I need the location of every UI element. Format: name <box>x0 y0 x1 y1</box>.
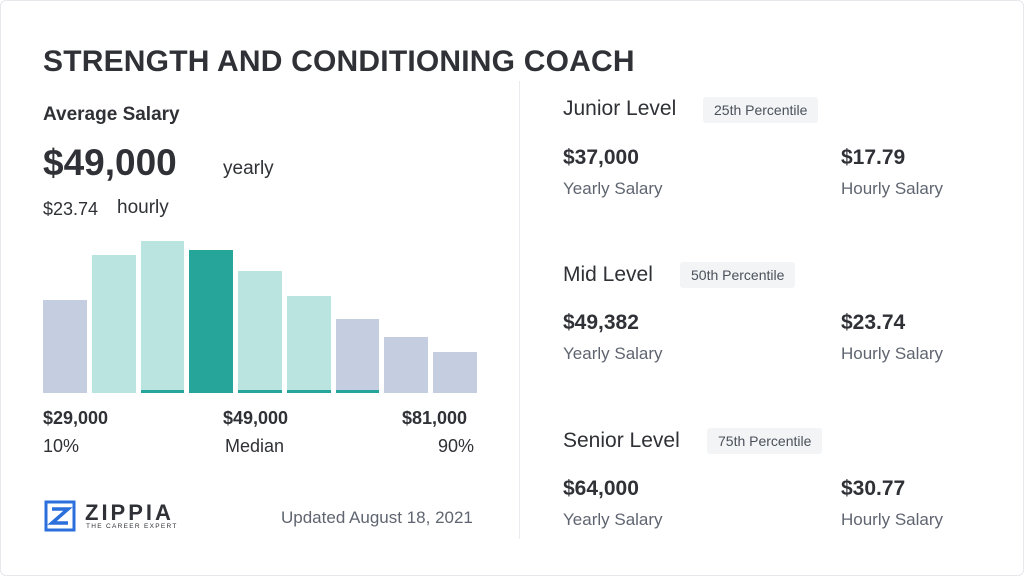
average-salary-label: Average Salary <box>43 104 180 125</box>
junior-yearly-salary: $37,000 <box>563 146 639 169</box>
histogram-bar <box>189 250 234 393</box>
histogram-bar-underline <box>140 390 185 393</box>
junior-yearly-label: Yearly Salary <box>563 179 663 198</box>
brand-tagline: THE CAREER EXPERT <box>86 523 178 530</box>
histogram-bar <box>43 300 87 393</box>
histogram-bar-underline <box>286 390 331 393</box>
histogram-bar <box>140 241 185 393</box>
senior-hourly-label: Hourly Salary <box>841 510 944 529</box>
page-title: STRENGTH AND CONDITIONING COACH <box>43 45 635 78</box>
junior-percentile-badge: 25th Percentile <box>703 97 819 123</box>
junior-hourly-label: Hourly Salary <box>841 179 944 198</box>
histogram-bar <box>238 271 282 393</box>
senior-percentile-badge: 75th Percentile <box>707 428 823 454</box>
column-divider <box>519 81 520 539</box>
mid-yearly-label: Yearly Salary <box>563 344 663 363</box>
zippia-z-logo-icon <box>44 500 76 532</box>
average-yearly-unit: yearly <box>223 158 274 179</box>
mid-hourly-salary: $23.74 <box>841 311 906 334</box>
senior-hourly-salary: $30.77 <box>841 477 906 500</box>
average-yearly-salary: $49,000 <box>43 142 177 183</box>
mid-yearly-salary: $49,382 <box>563 311 639 334</box>
histogram-bar <box>335 318 380 393</box>
updated-date: Updated August 18, 2021 <box>281 508 473 527</box>
scale-median-label: Median <box>225 436 285 456</box>
average-hourly-salary: $23.74 <box>43 199 99 219</box>
senior-yearly-label: Yearly Salary <box>563 510 663 529</box>
histogram-bar-underline <box>238 390 282 393</box>
scale-low-label: 10% <box>43 436 80 456</box>
histogram-bar <box>384 336 429 393</box>
senior-yearly-salary: $64,000 <box>563 477 639 500</box>
mid-level-title: Mid Level <box>563 263 653 286</box>
mid-hourly-label: Hourly Salary <box>841 344 944 363</box>
junior-level-title: Junior Level <box>563 97 677 120</box>
histogram-bar-underline <box>335 390 380 393</box>
scale-low-value: $29,000 <box>43 408 109 428</box>
scale-median-value: $49,000 <box>223 408 289 428</box>
mid-percentile-badge: 50th Percentile <box>680 262 796 288</box>
brand-name: ZIPPIA <box>85 500 174 525</box>
histogram-bar <box>433 351 477 393</box>
scale-high-label: 90% <box>438 436 475 456</box>
average-hourly-unit: hourly <box>117 197 169 218</box>
senior-level-title: Senior Level <box>563 429 680 452</box>
junior-hourly-salary: $17.79 <box>841 146 906 169</box>
scale-high-value: $81,000 <box>402 408 468 428</box>
histogram-bar <box>286 295 331 393</box>
histogram-bar <box>91 254 136 393</box>
salary-distribution-chart <box>43 241 477 393</box>
